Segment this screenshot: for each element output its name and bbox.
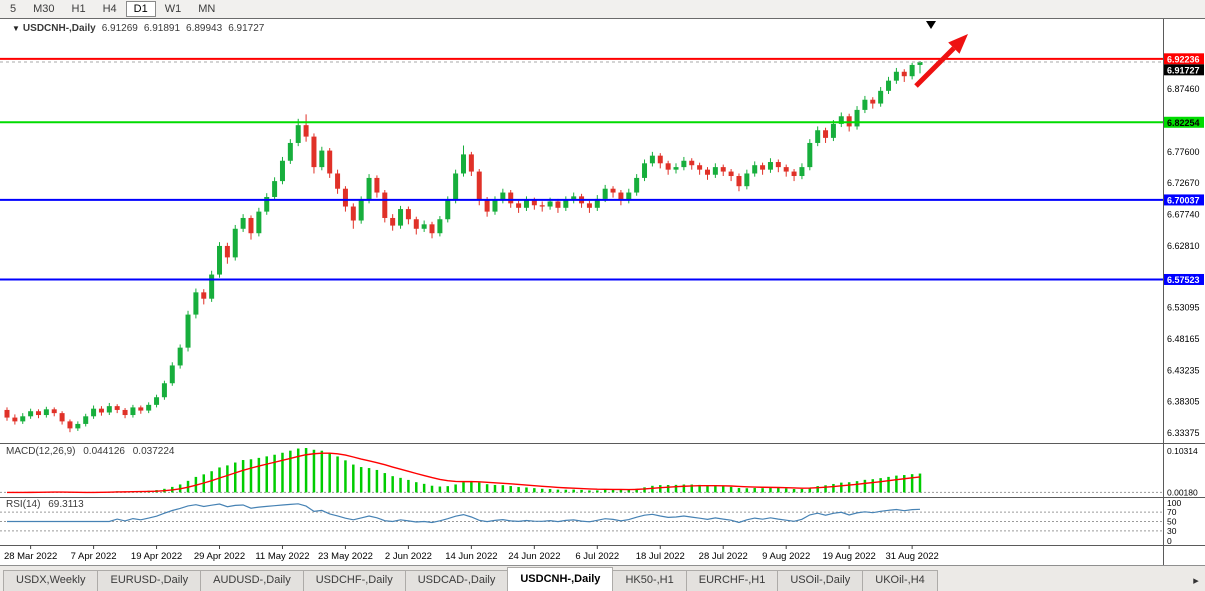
date-axis-label: 23 May 2022 — [318, 551, 373, 562]
date-axis-label: 6 Jul 2022 — [575, 551, 619, 562]
price-line-badge — [1164, 273, 1204, 285]
chart-symbol-header: ▼ USDCNH-,Daily 6.91269 6.91891 6.89943 6.917… — [6, 23, 264, 34]
chart-tab-eurchf-h1[interactable]: EURCHF-,H1 — [685, 570, 779, 591]
rsi-axis-tick: 50 — [1167, 517, 1177, 527]
macd-axis-zero: 0.00180 — [1167, 487, 1198, 497]
chart-tab-usoil-daily[interactable]: USOil-,Daily — [777, 570, 864, 591]
rsi-name: RSI(14) — [6, 499, 41, 510]
chart-tab-audusd-daily[interactable]: AUDUSD-,Daily — [200, 570, 304, 591]
rsi-line — [7, 503, 921, 524]
date-axis-label: 31 Aug 2022 — [885, 551, 938, 562]
chart-tab-usdcnh-daily[interactable]: USDCNH-,Daily — [507, 567, 614, 591]
rsi-axis-tick: 0 — [1167, 536, 1172, 546]
price-axis-tick: 6.87460 — [1167, 84, 1200, 94]
ohlc-low: 6.89943 — [186, 23, 223, 34]
chart-tab-eurusd-daily[interactable]: EURUSD-,Daily — [97, 570, 202, 591]
date-axis-label: 24 Jun 2022 — [508, 551, 560, 562]
date-axis-label: 29 Apr 2022 — [194, 551, 245, 562]
symbol-title: USDCNH-,Daily — [22, 23, 96, 34]
macd-name: MACD(12,26,9) — [6, 446, 76, 457]
price-line-badge — [1164, 116, 1204, 128]
timeframe-button-w1[interactable]: W1 — [164, 3, 182, 15]
timeframe-button-d1[interactable]: D1 — [125, 1, 156, 17]
price-axis-tick: 6.33375 — [1167, 428, 1200, 438]
trend-arrow-annotation[interactable] — [914, 46, 956, 88]
price-line-badge — [1164, 53, 1204, 65]
chart-tab-usdcad-daily[interactable]: USDCAD-,Daily — [404, 570, 509, 591]
price-axis-tick: 6.38305 — [1167, 397, 1200, 407]
price-line-badge — [1164, 194, 1204, 206]
svg-text:6.91727: 6.91727 — [1167, 65, 1200, 75]
macd-indicator-label: MACD(12,26,9) 0.044126 0.037224 — [6, 446, 174, 457]
date-axis-label: 2 Jun 2022 — [385, 551, 432, 562]
date-axis-label: 19 Aug 2022 — [822, 551, 875, 562]
svg-text:6.92236: 6.92236 — [1167, 54, 1200, 64]
rsi-value: 69.3113 — [48, 499, 84, 510]
rsi-indicator-label: RSI(14) 69.3113 — [6, 499, 84, 510]
price-axis-tick: 6.43235 — [1167, 365, 1200, 375]
timeframe-button-h4[interactable]: H4 — [102, 3, 117, 15]
timeframe-button-h1[interactable]: H1 — [71, 3, 86, 15]
date-axis-label: 9 Aug 2022 — [762, 551, 810, 562]
macd-signal-value: 0.037224 — [132, 446, 175, 457]
chart-tab-usdx-weekly[interactable]: USDX,Weekly — [3, 570, 99, 591]
date-axis-label: 19 Apr 2022 — [131, 551, 182, 562]
object-marker-triangle-icon[interactable] — [926, 21, 936, 29]
macd-axis-max: 0.10314 — [1167, 446, 1198, 456]
price-axis-tick: 6.48165 — [1167, 334, 1200, 344]
ohlc-open: 6.91269 — [101, 23, 138, 34]
macd-signal-line — [6, 452, 921, 494]
price-line-badge — [1164, 64, 1204, 76]
ohlc-close: 6.91727 — [228, 23, 265, 34]
candlestick-series — [4, 61, 923, 433]
chart-tab-usdchf-daily[interactable]: USDCHF-,Daily — [302, 570, 406, 591]
rsi-axis-tick: 100 — [1167, 498, 1181, 508]
price-axis-tick: 6.62810 — [1167, 241, 1200, 251]
price-axis-tick: 6.67740 — [1167, 210, 1200, 220]
chart-tab-bar: USDX,Weekly EURUSD-,Daily AUDUSD-,Daily USD… — [0, 565, 1205, 591]
chart-tab-ukoil-h4[interactable]: UKOil-,H4 — [862, 570, 938, 591]
chart-canvas[interactable]: 6.87460 6.77600 6.72670 6.67740 6.62810 6.530… — [0, 0, 1205, 565]
chart-tab-hk50-h1[interactable]: HK50-,H1 — [612, 570, 687, 591]
ohlc-high: 6.91891 — [143, 23, 181, 34]
date-axis-label: 7 Apr 2022 — [71, 551, 117, 562]
collapse-caret-icon[interactable]: ▼ — [12, 24, 20, 33]
svg-text:6.70037: 6.70037 — [1167, 195, 1200, 205]
timeframe-button-5[interactable]: 5 — [10, 3, 17, 15]
date-axis-label: 11 May 2022 — [255, 551, 309, 562]
rsi-axis-tick: 70 — [1167, 507, 1177, 517]
timeframe-button-m30[interactable]: M30 — [33, 3, 55, 15]
price-axis-tick: 6.53095 — [1167, 303, 1200, 313]
date-axis-label: 18 Jul 2022 — [636, 551, 685, 562]
price-axis-tick: 6.77600 — [1167, 147, 1200, 157]
tab-scroll-right-button[interactable]: ▸ — [1193, 575, 1199, 587]
trend-arrow-head-icon — [948, 34, 968, 54]
date-axis-label: 14 Jun 2022 — [445, 551, 497, 562]
rsi-axis-tick: 30 — [1167, 526, 1177, 536]
timeframe-button-mn[interactable]: MN — [198, 3, 216, 15]
date-axis-label: 28 Mar 2022 — [4, 551, 57, 562]
timeframe-toolbar: 5 M30 H1 H4 D1 W1 MN — [0, 0, 1205, 19]
price-axis-tick: 6.72670 — [1167, 178, 1200, 188]
macd-main-value: 0.044126 — [83, 446, 125, 457]
svg-text:6.57523: 6.57523 — [1167, 275, 1200, 285]
svg-text:6.82254: 6.82254 — [1167, 118, 1200, 128]
date-axis-label: 28 Jul 2022 — [699, 551, 748, 562]
